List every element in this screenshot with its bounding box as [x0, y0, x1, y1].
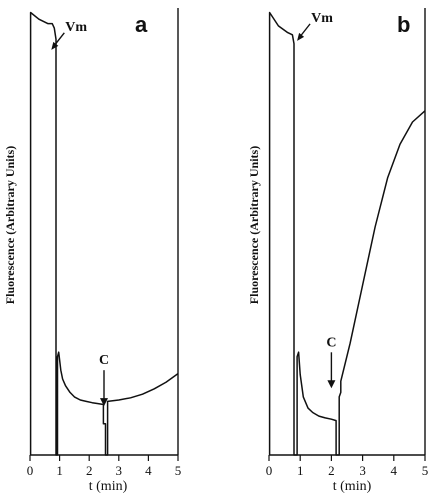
fluorescence-trace — [29, 11, 179, 456]
x-tick-label: 5 — [422, 463, 429, 478]
annotation-vm-label: Vm — [65, 20, 87, 35]
x-tick-label: 0 — [266, 463, 273, 478]
x-axis-label: t (min) — [333, 479, 372, 494]
x-tick-label: 4 — [145, 463, 152, 478]
x-tick-label: 3 — [116, 463, 123, 478]
annotation-vm-label: Vm — [311, 11, 333, 26]
x-tick-label: 1 — [297, 463, 304, 478]
annotation-c-label: C — [99, 353, 109, 368]
traces — [29, 11, 179, 456]
annotation-c-label: C — [326, 335, 336, 350]
annotation-c-arrowhead — [327, 380, 336, 389]
x-ticks: 0 1 2 3 4 5 — [266, 455, 429, 478]
panel-label: a — [135, 12, 148, 37]
y-axis-label: Fluorescence (Arbitrary Units) — [247, 146, 261, 304]
panel-label: b — [397, 12, 410, 37]
annotations: Vm C — [51, 20, 109, 407]
annotation-vm-arrowhead — [51, 41, 59, 50]
axes — [269, 8, 426, 456]
x-tick-label: 2 — [86, 463, 93, 478]
x-axis-label: t (min) — [89, 479, 128, 494]
y-axis-label: Fluorescence (Arbitrary Units) — [3, 146, 17, 304]
fluorescence-trace — [268, 11, 426, 456]
traces — [268, 11, 426, 456]
x-tick-label: 1 — [56, 463, 63, 478]
annotation-c-arrowhead — [100, 398, 108, 407]
x-tick-label: 3 — [359, 463, 366, 478]
x-tick-label: 5 — [175, 463, 182, 478]
panel-a: a Fluorescence (Arbitrary Units) t (min)… — [3, 8, 181, 494]
axes — [30, 8, 179, 456]
x-tick-label: 0 — [27, 463, 34, 478]
annotation-vm-arrowhead — [297, 32, 305, 41]
x-tick-label: 4 — [391, 463, 398, 478]
panel-b: b Fluorescence (Arbitrary Units) t (min)… — [247, 8, 428, 494]
annotations: Vm C — [297, 11, 336, 389]
x-ticks: 0 1 2 3 4 5 — [27, 455, 182, 478]
x-tick-label: 2 — [328, 463, 335, 478]
